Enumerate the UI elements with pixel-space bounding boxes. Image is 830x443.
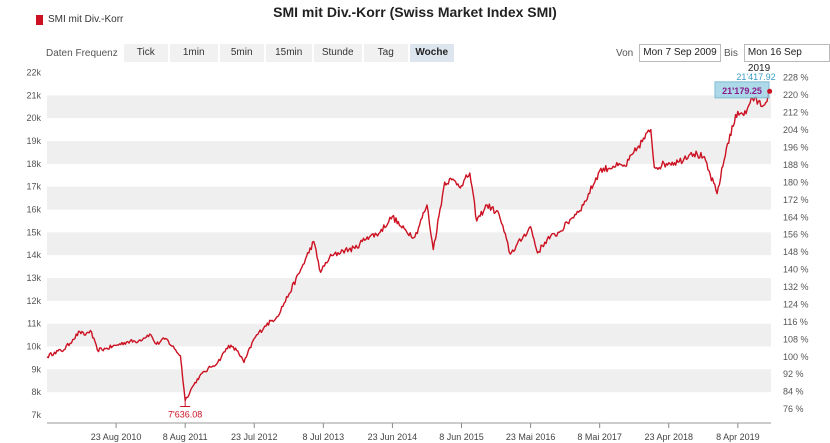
y-right-tick-label: 132 %	[783, 282, 809, 292]
y-right-tick-label: 212 %	[783, 108, 809, 118]
y-tick-label: 10k	[26, 342, 41, 352]
range-from-label: Von	[616, 47, 634, 59]
y-tick-label: 8k	[31, 387, 41, 397]
legend-swatch	[36, 14, 43, 25]
frequency-label: Daten Frequenz	[46, 47, 118, 59]
y-right-tick-label: 92 %	[783, 369, 804, 379]
y-right-tick-label: 164 %	[783, 212, 809, 222]
legend[interactable]: SMI mit Div.-Korr	[36, 14, 123, 25]
frequency-button-5min[interactable]: 5min	[219, 44, 264, 62]
range-to-input[interactable]: Mon 16 Sep 2019	[743, 44, 830, 74]
y-right-tick-label: 180 %	[783, 177, 809, 187]
range-from: Von Mon 7 Sep 2009	[616, 44, 721, 62]
y-tick-label: 12k	[26, 296, 41, 306]
frequency-toolbar: Daten Frequenz Tick 1min 5min 15min Stun…	[46, 44, 456, 62]
frequency-button-woche[interactable]: Woche	[409, 44, 454, 62]
annotations: 7'636.08 21'417.92 21'179.25	[168, 72, 776, 420]
grid-band	[47, 141, 771, 164]
y-right-tick-label: 140 %	[783, 265, 809, 275]
series-layer	[46, 90, 771, 402]
y-tick-label: 9k	[31, 364, 41, 374]
y-tick-label: 15k	[26, 227, 41, 237]
last-value-label: 21'179.25	[722, 86, 762, 96]
frequency-button-tick[interactable]: Tick	[123, 44, 168, 62]
x-tick-label: 8 Aug 2011	[163, 432, 208, 442]
grid-band	[47, 278, 771, 301]
x-tick-label: 8 Apr 2019	[716, 432, 760, 442]
x-tick-label: 23 Aug 2010	[91, 432, 142, 442]
y-axis-left: 7k 8k 9k 10k 11k 12k 13k 14k 15k 16k 17k 18k 19k 20k 2…	[26, 68, 41, 420]
frequency-button-tag[interactable]: Tag	[363, 44, 408, 62]
y-right-tick-label: 148 %	[783, 247, 809, 257]
grid-band	[47, 95, 771, 119]
last-point-marker	[767, 88, 773, 94]
x-tick-label: 8 Mai 2017	[577, 432, 622, 442]
chart-title: SMI mit Div.-Korr (Swiss Market Index SM…	[273, 4, 557, 20]
y-tick-label: 16k	[26, 205, 41, 215]
series-line	[46, 90, 771, 402]
y-tick-label: 11k	[27, 319, 41, 329]
y-tick-label: 19k	[26, 136, 41, 146]
legend-label: SMI mit Div.-Korr	[48, 14, 124, 25]
y-right-tick-label: 156 %	[783, 230, 809, 240]
x-tick-label: 23 Jul 2012	[231, 432, 278, 442]
y-tick-label: 13k	[26, 273, 41, 283]
y-right-tick-label: 84 %	[783, 387, 804, 397]
range-to: Bis Mon 16 Sep 2019	[724, 44, 830, 74]
y-tick-label: 18k	[26, 159, 41, 169]
grid-band	[47, 232, 771, 256]
frequency-button-1min[interactable]: 1min	[169, 44, 218, 62]
y-tick-label: 20k	[26, 113, 41, 123]
max-value-label: 21'417.92	[736, 72, 775, 82]
y-right-tick-label: 188 %	[783, 160, 809, 170]
x-tick-label: 23 Jun 2014	[368, 432, 418, 442]
x-tick-label: 23 Apr 2018	[644, 432, 693, 442]
grid-band	[47, 369, 771, 393]
x-axis: 23 Aug 2010 8 Aug 2011 23 Jul 2012 8 Jul 20…	[47, 422, 771, 442]
x-tick-label: 23 Mai 2016	[506, 432, 556, 442]
y-tick-label: 21k	[26, 90, 41, 100]
y-tick-label: 22k	[26, 68, 41, 78]
x-tick-label: 8 Jun 2015	[439, 432, 484, 442]
y-right-tick-label: 196 %	[783, 142, 809, 152]
grid-bands	[47, 95, 771, 393]
grid-band	[47, 323, 771, 347]
y-right-tick-label: 172 %	[783, 195, 809, 205]
y-right-tick-label: 108 %	[783, 334, 809, 344]
y-tick-label: 14k	[26, 250, 41, 260]
min-value-label: 7'636.08	[168, 409, 202, 419]
y-right-tick-label: 220 %	[783, 90, 809, 100]
x-tick-label: 8 Jul 2013	[303, 432, 345, 442]
range-to-label: Bis	[724, 47, 738, 59]
y-right-tick-label: 76 %	[783, 404, 804, 414]
y-right-tick-label: 100 %	[783, 352, 809, 362]
y-tick-label: 7k	[31, 410, 41, 420]
range-from-input[interactable]: Mon 7 Sep 2009	[639, 44, 721, 62]
frequency-button-15min[interactable]: 15min	[265, 44, 312, 62]
frequency-button-stunde[interactable]: Stunde	[313, 44, 362, 62]
y-right-tick-label: 204 %	[783, 125, 809, 135]
y-tick-label: 17k	[26, 182, 41, 192]
y-right-tick-label: 116 %	[783, 317, 808, 327]
y-right-tick-label: 124 %	[783, 299, 809, 309]
y-axis-right: 76 % 84 % 92 % 100 % 108 % 116 % 124 % 132 % 140…	[783, 73, 809, 414]
y-right-tick-label: 228 %	[783, 73, 809, 83]
grid-band	[47, 186, 771, 210]
